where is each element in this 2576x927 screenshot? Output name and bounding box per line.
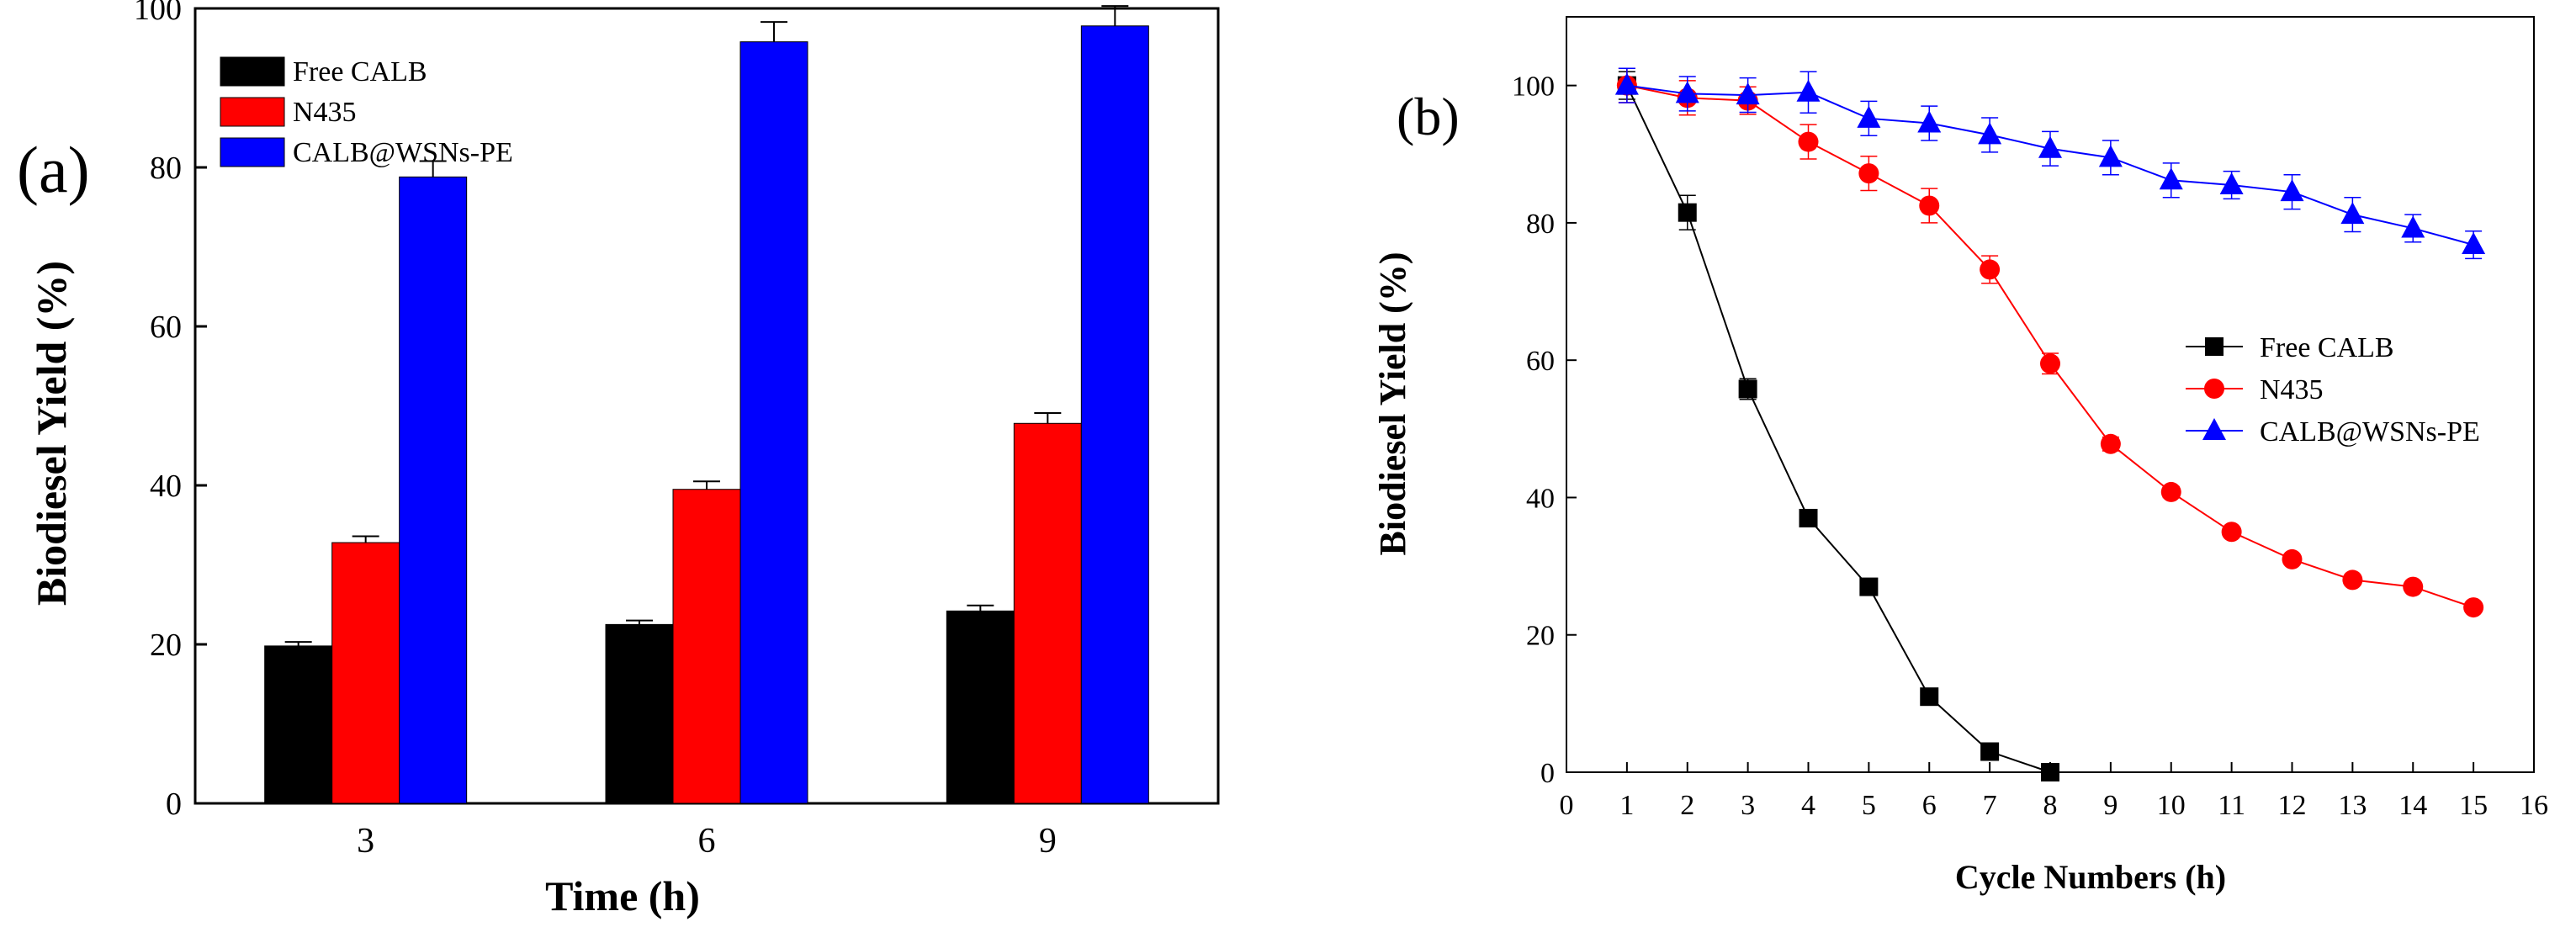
y-tick-label-b: 20 [1526,621,1555,652]
data-point [1858,163,1879,184]
x-tick-label-b: 4 [1801,790,1815,821]
y-tick-label-a: 0 [166,787,182,822]
data-point [2340,202,2365,225]
data-point [1799,508,1818,527]
panel-label-a: (a) [17,133,90,206]
x-tick-label-a: 3 [357,822,374,861]
x-tick-label-b: 10 [2157,790,2186,821]
data-point [2041,763,2059,781]
legend-label-b: N435 [2260,374,2324,405]
legend-label-b: Free CALB [2260,332,2394,363]
chart-a: (a) Biodiesel Yield (%) Time (h) 0 20 40 60… [17,0,1220,919]
legend-marker-b [2205,337,2224,356]
x-tick-label-b: 8 [2043,790,2058,821]
y-tick-label-b: 0 [1540,758,1555,789]
data-point [1857,105,1881,128]
legend-label-a: N435 [293,97,357,128]
data-point [1920,687,1939,707]
data-point [1736,82,1760,105]
y-axis-title-a: Biodiesel Yield (%) [28,261,75,606]
y-tick-label-a: 20 [150,628,182,663]
data-point [1980,742,2000,761]
legend-label-a: CALB@WSNs-PE [293,137,513,168]
y-tick-label-a: 80 [150,151,182,186]
legend-marker-b [2202,418,2226,440]
data-point [1919,195,1940,216]
bar [672,489,741,804]
data-point [2159,167,2183,190]
data-point [1917,110,1942,133]
data-point [1678,203,1697,222]
y-tick-label-a: 60 [150,310,182,345]
x-tick-label-b: 7 [1983,790,1997,821]
x-tick-label-b: 14 [2398,790,2427,821]
data-point [2280,179,2304,202]
bar [264,645,333,804]
data-point [2463,597,2484,618]
y-tick-label-b: 60 [1526,346,1555,377]
data-point [2342,569,2363,591]
x-tick-label-b: 3 [1741,790,1755,821]
x-tick-label-b: 2 [1680,790,1694,821]
data-point [2221,522,2242,543]
x-tick-label-b: 1 [1619,790,1634,821]
legend-swatch-a [220,97,285,127]
data-point [2401,215,2425,238]
x-tick-label-a: 6 [698,822,716,861]
x-tick-label-b: 6 [1922,790,1937,821]
legend-label-a: Free CALB [293,56,427,87]
x-axis-title-b: Cycle Numbers (h) [1955,858,2226,896]
x-tick-label-b: 5 [1862,790,1876,821]
data-point [1978,122,2002,145]
data-point [1614,72,1639,95]
data-point [2462,232,2486,255]
data-point [2100,433,2121,454]
data-point [2038,135,2062,158]
x-tick-label-a: 9 [1039,822,1057,861]
bar [331,542,400,804]
legend-marker-b [2204,379,2224,399]
data-point [1675,81,1699,103]
data-point [1738,379,1757,399]
x-tick-label-b: 13 [2338,790,2367,821]
legend-swatch-a [220,56,285,87]
bar [399,176,468,804]
y-tick-label-a: 100 [134,0,182,27]
y-tick-label-a: 40 [150,469,182,504]
bar [946,610,1015,804]
bar [1080,25,1149,804]
data-point [2160,481,2181,502]
x-tick-label-b: 0 [1560,790,1574,821]
y-tick-label-b: 100 [1512,72,1555,103]
x-axis-title-a: Time (h) [545,872,700,919]
data-point [2040,353,2060,374]
data-point [2403,576,2424,597]
bar [1013,422,1082,804]
data-point [2098,145,2123,167]
x-tick-label-b: 12 [2278,790,2307,821]
x-tick-label-b: 16 [2520,790,2548,821]
y-axis-title-b: Biodiesel Yield (%) [1372,252,1413,556]
y-tick-label-b: 80 [1526,209,1555,240]
data-point [2219,172,2244,195]
data-point [1859,577,1879,596]
chart-b: (b) Biodiesel Yield (%) Cycle Numbers (h… [1372,16,2548,896]
data-point [1980,259,2001,280]
y-tick-label-b: 40 [1526,483,1555,514]
legend-swatch-a [220,137,285,167]
panel-label-b: (b) [1397,87,1460,146]
x-tick-label-b: 9 [2103,790,2118,821]
data-point [1796,79,1821,102]
legend-label-b: CALB@WSNs-PE [2260,416,2480,448]
bar [739,41,808,804]
x-tick-label-b: 11 [2218,790,2245,821]
series-line [1625,85,2051,773]
plot-frame-b [1566,16,2535,773]
bar [605,623,674,804]
x-tick-label-b: 15 [2459,790,2488,821]
data-point [2282,548,2303,569]
data-point [1798,131,1819,152]
